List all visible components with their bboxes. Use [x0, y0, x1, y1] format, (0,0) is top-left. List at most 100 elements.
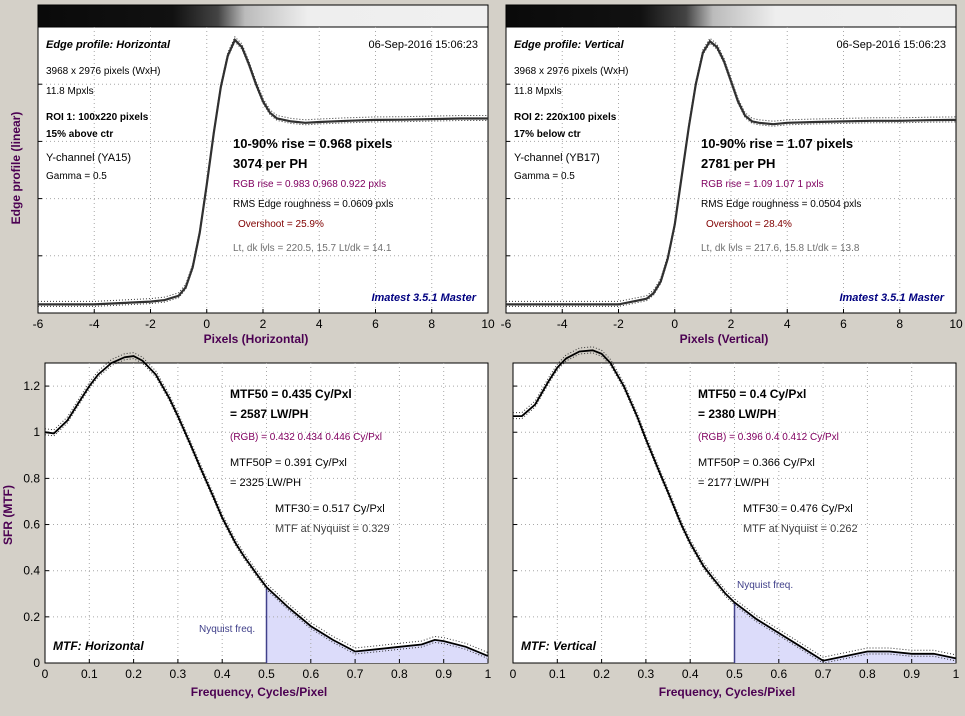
x-tick-label: 0.2: [125, 667, 142, 681]
x-tick-label: -4: [557, 317, 568, 331]
megapixels: 11.8 Mpxls: [46, 86, 94, 97]
x-tick-label: 8: [428, 317, 435, 331]
grid: [38, 27, 488, 313]
x-tick-label: -6: [33, 317, 44, 331]
mtf50-lwph: = 2587 LW/PH: [230, 407, 308, 421]
rgb-rise: RGB rise = 0.983 0.968 0.922 pxls: [233, 179, 386, 190]
x-tick-label: 6: [372, 317, 379, 331]
x-tick-label: 0.6: [770, 667, 787, 681]
mtf-at-nyquist: MTF at Nyquist = 0.262: [743, 523, 858, 535]
panel-title: Edge profile: Horizontal: [46, 39, 171, 51]
axis-ticks: 0 0.1 0.2 0.3 0.4 0.5 0.6 0.7 0.8 0.9 1 0 0.2 0.4 0.6 0…: [23, 379, 491, 681]
x-tick-label: 0: [510, 667, 517, 681]
x-tick-label: 1: [485, 667, 492, 681]
nyquist-fill: [266, 587, 488, 663]
x-tick-label: 0: [42, 667, 49, 681]
overshoot: Overshoot = 28.4%: [706, 219, 792, 230]
edge-ylabel: Edge profile (linear): [9, 112, 23, 225]
x-tick-label: 0.1: [549, 667, 566, 681]
levels: Lt, dk lvls = 220.5, 15.7 Lt/dk = 14.1: [233, 243, 392, 254]
edge-panel-vertical: -6 -4 -2 0 2 4 6 8 10 Edge profile: Vertical 06-…: [501, 4, 963, 346]
mtf50p-lwph: = 2177 LW/PH: [698, 477, 769, 489]
panel-name: MTF: Horizontal: [53, 639, 144, 653]
x-tick-label: 2: [728, 317, 735, 331]
y-tick-label: 0.6: [23, 518, 40, 532]
megapixels: 11.8 Mpxls: [514, 86, 562, 97]
mtf50: MTF50 = 0.435 Cy/Pxl: [230, 387, 352, 401]
x-tick-label: 0.4: [682, 667, 699, 681]
x-axis-label: Frequency, Cycles/Pixel: [659, 685, 796, 699]
x-tick-label: 0.3: [638, 667, 655, 681]
mtf-at-nyquist: MTF at Nyquist = 0.329: [275, 523, 390, 535]
timestamp: 06-Sep-2016 15:06:23: [369, 39, 478, 51]
rise-value: 10-90% rise = 1.07 pixels: [701, 136, 853, 151]
y-tick-label: 0.8: [23, 471, 40, 485]
axis-ticks: 0 0.1 0.2 0.3 0.4 0.5 0.6 0.7 0.8 0.9 1: [510, 385, 960, 681]
y-tick-label: 1: [33, 425, 40, 439]
x-tick-label: 0.8: [391, 667, 408, 681]
x-ticks: -6 -4 -2 0 2 4 6 8 10: [33, 83, 495, 331]
x-tick-label: -4: [89, 317, 100, 331]
mtf30: MTF30 = 0.517 Cy/Pxl: [275, 503, 385, 515]
panel-title: Edge profile: Vertical: [514, 39, 625, 51]
lower-envelope: [506, 42, 957, 307]
x-tick-label: -6: [501, 317, 512, 331]
brand-label: Imatest 3.5.1 Master: [839, 292, 944, 304]
x-tick-label: 0.7: [347, 667, 364, 681]
x-tick-label: -2: [145, 317, 156, 331]
x-tick-label: 10: [949, 317, 963, 331]
x-ticks: -6 -4 -2 0 2 4 6 8 10: [501, 83, 963, 331]
main-curve: [38, 37, 488, 306]
image-size: 3968 x 2976 pixels (WxH): [46, 66, 161, 77]
mtf30: MTF30 = 0.476 Cy/Pxl: [743, 503, 853, 515]
mtf50: MTF50 = 0.4 Cy/Pxl: [698, 387, 806, 401]
lower-envelope: [513, 352, 957, 664]
x-tick-label: 0.9: [903, 667, 920, 681]
x-axis-label: Pixels (Vertical): [680, 332, 769, 346]
x-tick-label: 0.4: [214, 667, 231, 681]
upper-envelope: [506, 37, 957, 302]
x-tick-label: 1: [953, 667, 960, 681]
x-tick-label: 8: [896, 317, 903, 331]
edge-curves: [38, 36, 488, 307]
image-size: 3968 x 2976 pixels (WxH): [514, 66, 629, 77]
per-ph: 3074 per PH: [233, 156, 307, 171]
levels: Lt, dk lvls = 217.6, 15.8 Lt/dk = 13.8: [701, 243, 860, 254]
y-tick-label: 0.4: [23, 564, 40, 578]
mtf50-rgb: (RGB) = 0.396 0.4 0.412 Cy/Pxl: [698, 432, 839, 443]
roi-info: ROI 2: 220x100 pixels: [514, 112, 617, 123]
x-tick-label: 0.3: [170, 667, 187, 681]
roi-position: 17% below ctr: [514, 129, 581, 140]
overshoot: Overshoot = 25.9%: [238, 219, 324, 230]
x-axis-label: Frequency, Cycles/Pixel: [191, 685, 328, 699]
rise-value: 10-90% rise = 0.968 pixels: [233, 136, 392, 151]
main-curve: [506, 39, 957, 306]
mtf50-rgb: (RGB) = 0.432 0.434 0.446 Cy/Pxl: [230, 432, 382, 443]
mtf-curves: [513, 346, 957, 664]
x-tick-label: -2: [613, 317, 624, 331]
nyquist-fill: [734, 602, 956, 663]
mtf-panel-horizontal: 0 0.1 0.2 0.3 0.4 0.5 0.6 0.7 0.8 0.9 1 0 0.2 0.4 0.6 0…: [23, 352, 492, 699]
roi-info: ROI 1: 100x220 pixels: [46, 112, 149, 123]
channel: Y-channel (YA15): [46, 152, 131, 164]
image-strip: [505, 4, 957, 28]
main-curve: [44, 355, 489, 657]
main-curve: [513, 349, 957, 662]
upper-envelope: [513, 346, 957, 658]
rms-roughness: RMS Edge roughness = 0.0504 pxls: [701, 199, 861, 210]
per-ph: 2781 per PH: [701, 156, 775, 171]
nyquist-label: Nyquist freq.: [199, 624, 255, 635]
gamma: Gamma = 0.5: [46, 171, 107, 182]
x-axis-label: Pixels (Horizontal): [204, 332, 309, 346]
plot-area: [37, 26, 489, 314]
x-tick-label: 0: [203, 317, 210, 331]
nyquist-label: Nyquist freq.: [737, 580, 793, 591]
y-tick-label: 0: [33, 656, 40, 670]
edge-curves: [506, 37, 957, 307]
timestamp: 06-Sep-2016 15:06:23: [837, 39, 946, 51]
x-tick-label: 2: [260, 317, 267, 331]
plot-area: [505, 26, 957, 314]
channel: Y-channel (YB17): [514, 152, 600, 164]
image-strip: [37, 4, 489, 28]
